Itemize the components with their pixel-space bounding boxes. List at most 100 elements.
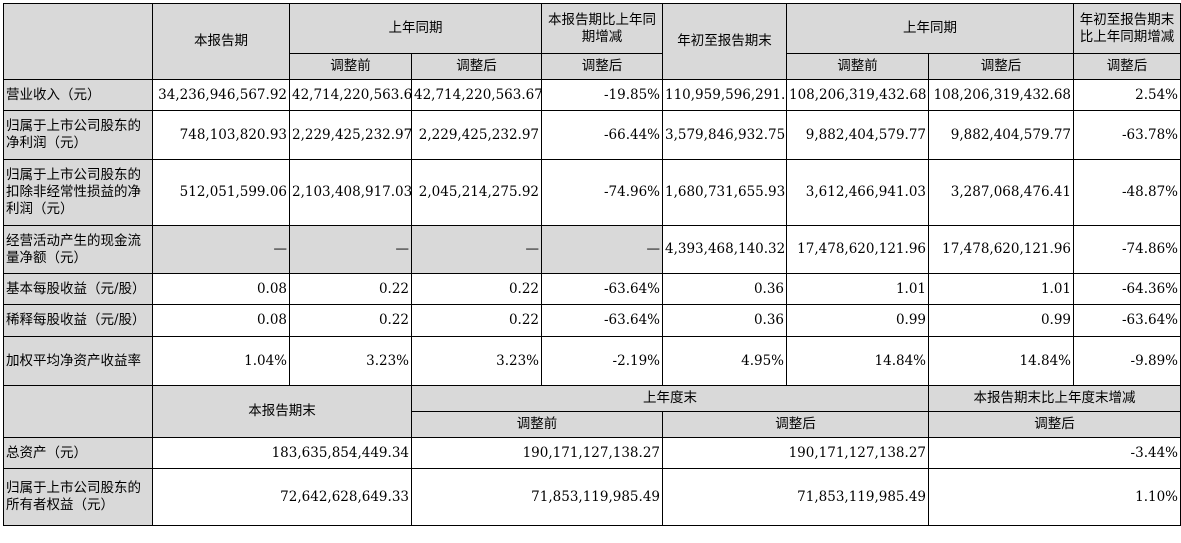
cell-value: -64.36% <box>1073 273 1181 305</box>
cell-value: 0.22 <box>411 304 542 337</box>
cell-value: -2.19% <box>541 336 663 386</box>
cell-value: 0.22 <box>289 273 412 305</box>
cell-value: -19.85% <box>541 79 663 111</box>
row-label: 营业收入（元） <box>3 79 153 111</box>
table-row: 营业收入（元） 34,236,946,567.92 42,714,220,563… <box>3 79 1181 111</box>
cell-value: 34,236,946,567.92 <box>152 79 290 111</box>
cell-value: 0.99 <box>786 304 929 337</box>
table-row: 基本每股收益（元/股） 0.08 0.22 0.22 -63.64% 0.36 … <box>3 273 1181 305</box>
header-after-adj: 调整后 <box>411 53 542 80</box>
cell-value: -3.44% <box>928 437 1181 469</box>
cell-value: 0.99 <box>928 304 1074 337</box>
cell-value: 0.22 <box>411 273 542 305</box>
cell-value: 3,612,466,941.03 <box>786 159 929 226</box>
cell-value: -63.64% <box>541 304 663 337</box>
table-row: 归属于上市公司股东的净利润（元） 748,103,820.93 2,229,42… <box>3 110 1181 160</box>
header-bottom-after-adj: 调整后 <box>662 411 929 438</box>
cell-value: -66.44% <box>541 110 663 160</box>
cell-value: -63.64% <box>541 273 663 305</box>
row-label: 基本每股收益（元/股） <box>3 273 153 305</box>
cell-value: — <box>411 225 542 274</box>
cell-value: — <box>289 225 412 274</box>
header-ytd-change-after-adj: 调整后 <box>1073 53 1181 80</box>
cell-value: -63.64% <box>1073 304 1181 337</box>
cell-value: -48.87% <box>1073 159 1181 226</box>
cell-value: — <box>541 225 663 274</box>
cell-value: 71,853,119,985.49 <box>662 468 929 526</box>
cell-value: 4,393,468,140.32 <box>662 225 787 274</box>
cell-value: 17,478,620,121.96 <box>928 225 1074 274</box>
row-label: 稀释每股收益（元/股） <box>3 304 153 337</box>
cell-value: 2.54% <box>1073 79 1181 111</box>
header-ytd-before-adj: 调整前 <box>786 53 929 80</box>
header-prior-same: 上年同期 <box>289 3 542 54</box>
cell-value: 183,635,854,449.34 <box>152 437 412 469</box>
table-row: 经营活动产生的现金流量净额（元） — — — — 4,393,468,140.3… <box>3 225 1181 274</box>
header-prior-same-ytd: 上年同期 <box>786 3 1074 54</box>
cell-value: 17,478,620,121.96 <box>786 225 929 274</box>
cell-value: 3,579,846,932.75 <box>662 110 787 160</box>
header-change-vs-prior: 本报告期比上年同期增减 <box>541 3 663 54</box>
cell-value: 14.84% <box>928 336 1074 386</box>
cell-value: 1.10% <box>928 468 1181 526</box>
cell-value: 0.36 <box>662 273 787 305</box>
cell-value: 110,959,596,291.71 <box>662 79 787 111</box>
table-row: 稀释每股收益（元/股） 0.08 0.22 0.22 -63.64% 0.36 … <box>3 304 1181 337</box>
header-period-end: 本报告期末 <box>152 385 412 438</box>
header-current: 本报告期 <box>152 3 290 80</box>
bottom-corner-cell <box>3 385 153 438</box>
row-label: 归属于上市公司股东的所有者权益（元） <box>3 468 153 526</box>
header-change-after-adj: 调整后 <box>541 53 663 80</box>
cell-value: 71,853,119,985.49 <box>411 468 663 526</box>
cell-value: 190,171,127,138.27 <box>411 437 663 469</box>
row-label: 归属于上市公司股东的净利润（元） <box>3 110 153 160</box>
cell-value: 1.04% <box>152 336 290 386</box>
table-row: 归属于上市公司股东的所有者权益（元） 72,642,628,649.33 71,… <box>3 468 1181 526</box>
cell-value: 108,206,319,432.68 <box>786 79 929 111</box>
cell-value: 4.95% <box>662 336 787 386</box>
cell-value: 3,287,068,476.41 <box>928 159 1074 226</box>
cell-value: -74.86% <box>1073 225 1181 274</box>
cell-value: 42,714,220,563.67 <box>411 79 542 111</box>
table-row: 总资产（元） 183,635,854,449.34 190,171,127,13… <box>3 437 1181 469</box>
cell-value: 0.36 <box>662 304 787 337</box>
cell-value: 1.01 <box>928 273 1074 305</box>
table-row: 加权平均净资产收益率 1.04% 3.23% 3.23% -2.19% 4.95… <box>3 336 1181 386</box>
header-before-adj: 调整前 <box>289 53 412 80</box>
header-bottom-before-adj: 调整前 <box>411 411 663 438</box>
cell-value: 0.08 <box>152 304 290 337</box>
cell-value: -74.96% <box>541 159 663 226</box>
row-label: 归属于上市公司股东的扣除非经常性损益的净利润（元） <box>3 159 153 226</box>
cell-value: 3.23% <box>289 336 412 386</box>
cell-value: 42,714,220,563.67 <box>289 79 412 111</box>
row-label: 加权平均净资产收益率 <box>3 336 153 386</box>
corner-cell <box>3 3 153 80</box>
cell-value: 72,642,628,649.33 <box>152 468 412 526</box>
cell-value: 512,051,599.06 <box>152 159 290 226</box>
table-row: 归属于上市公司股东的扣除非经常性损益的净利润（元） 512,051,599.06… <box>3 159 1181 226</box>
header-ytd-change: 年初至报告期末比上年同期增减 <box>1073 3 1181 54</box>
cell-value: 2,045,214,275.92 <box>411 159 542 226</box>
cell-value: 190,171,127,138.27 <box>662 437 929 469</box>
header-prior-year-end: 上年度末 <box>411 385 929 412</box>
cell-value: 9,882,404,579.77 <box>786 110 929 160</box>
header-ytd-end: 年初至报告期末 <box>662 3 787 80</box>
cell-value: 748,103,820.93 <box>152 110 290 160</box>
financial-summary-table: 本报告期 上年同期 本报告期比上年同期增减 年初至报告期末 上年同期 年初至报告… <box>3 3 1181 526</box>
cell-value: 0.22 <box>289 304 412 337</box>
cell-value: 2,229,425,232.97 <box>289 110 412 160</box>
header-bottom-change-after-adj: 调整后 <box>928 411 1181 438</box>
cell-value: 0.08 <box>152 273 290 305</box>
cell-value: 1,680,731,655.93 <box>662 159 787 226</box>
row-label: 经营活动产生的现金流量净额（元） <box>3 225 153 274</box>
cell-value: 2,229,425,232.97 <box>411 110 542 160</box>
cell-value: 9,882,404,579.77 <box>928 110 1074 160</box>
cell-value: -63.78% <box>1073 110 1181 160</box>
cell-value: — <box>152 225 290 274</box>
header-change-vs-year-end: 本报告期末比上年度末增减 <box>928 385 1181 412</box>
cell-value: 1.01 <box>786 273 929 305</box>
cell-value: 108,206,319,432.68 <box>928 79 1074 111</box>
header-ytd-after-adj: 调整后 <box>928 53 1074 80</box>
cell-value: 14.84% <box>786 336 929 386</box>
cell-value: 2,103,408,917.03 <box>289 159 412 226</box>
